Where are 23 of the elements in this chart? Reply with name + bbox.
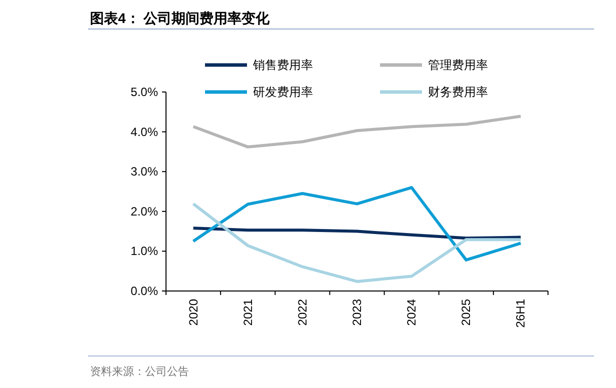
line-series <box>192 226 522 240</box>
x-tick-label: 2020 <box>186 298 200 326</box>
line-series <box>192 202 522 283</box>
legend-label: 财务费用率 <box>428 85 488 99</box>
y-tick-label: 3.0% <box>130 164 158 179</box>
x-tick-label: 26H1 <box>514 298 528 328</box>
y-tick-label: 2.0% <box>130 204 158 218</box>
line-series <box>192 186 522 262</box>
y-tick-label: 0.0% <box>130 284 158 298</box>
x-tick-label: 2025 <box>459 298 474 326</box>
legend-label: 销售费用率 <box>252 58 313 72</box>
line-series <box>192 114 522 148</box>
legend-label: 研发费用率 <box>253 85 313 99</box>
y-tick-label: 1.0% <box>130 244 158 258</box>
text: 资料来源：公司公告 <box>90 365 189 378</box>
chart-title: 图表4： 公司期间费用率变化 <box>90 10 271 26</box>
legend-label: 管理费用率 <box>428 58 488 72</box>
x-tick-label: 2022 <box>295 298 310 326</box>
x-tick-label: 2021 <box>240 298 255 326</box>
y-tick-label: 4.0% <box>130 124 158 139</box>
x-tick-label: 2023 <box>350 298 364 326</box>
y-tick-label: 5.0% <box>130 85 158 99</box>
x-tick-label: 2024 <box>404 298 419 326</box>
